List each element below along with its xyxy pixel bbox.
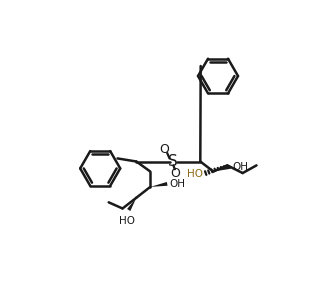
- Text: O: O: [159, 143, 169, 157]
- Text: OH: OH: [233, 162, 249, 172]
- Text: S: S: [168, 154, 178, 169]
- Text: O: O: [170, 167, 180, 180]
- Polygon shape: [150, 182, 167, 187]
- Polygon shape: [213, 165, 231, 172]
- Text: HO: HO: [119, 216, 135, 226]
- Text: OH: OH: [169, 179, 185, 189]
- Text: HO: HO: [187, 169, 203, 179]
- Polygon shape: [127, 198, 137, 211]
